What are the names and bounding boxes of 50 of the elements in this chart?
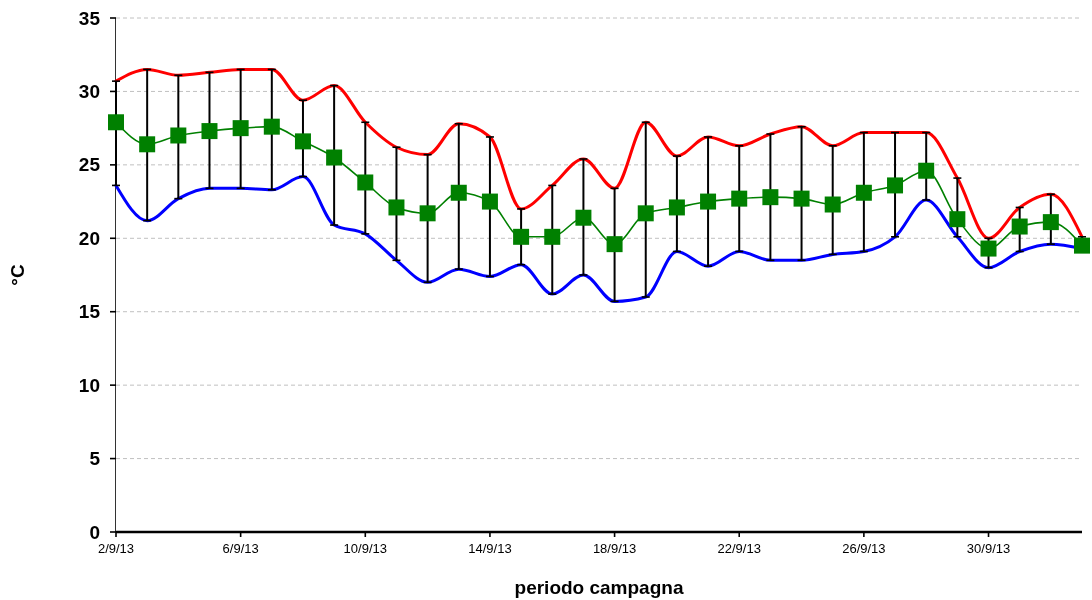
x-tick-label: 30/9/13 [966,541,1011,556]
point [731,190,748,207]
point [139,136,156,153]
point [700,193,717,210]
y-axis-title: °C [7,264,28,286]
point [232,120,249,137]
point [606,236,623,253]
point [762,189,779,206]
y-tick-label: 35 [78,7,101,29]
x-tick-label: 10/9/13 [343,541,387,556]
point [793,190,810,207]
y-tick-label: 5 [89,448,101,470]
point [824,196,841,213]
point [108,114,124,131]
point [481,193,498,210]
point [855,184,872,201]
point [918,162,935,179]
point [1074,237,1090,254]
y-tick-label: 15 [78,301,101,323]
x-tick-label: 14/9/13 [468,541,512,556]
point [513,228,530,245]
x-tick-label: 22/9/13 [717,541,761,556]
point [668,199,685,216]
point [326,149,343,166]
x-tick-label: 6/9/13 [222,541,259,556]
y-tick-label: 25 [78,154,101,176]
point [1042,214,1059,231]
point [450,184,467,201]
point [263,118,280,135]
point [544,228,561,245]
y-tick-label: 30 [78,80,100,102]
point [575,209,592,226]
point [419,205,436,222]
point [357,174,374,191]
point [294,133,311,150]
point [980,240,997,257]
point [201,123,218,140]
y-tick-label: 20 [78,227,100,249]
x-tick-label: 2/9/13 [97,541,135,556]
y-tick-label: 0 [89,521,100,543]
point [887,177,904,194]
x-tick-label: 18/9/13 [592,541,637,556]
point [388,199,405,216]
point [1011,218,1028,235]
x-tick-label: 26/9/13 [842,541,886,556]
x-axis-title: periodo campagna [514,577,684,598]
y-tick-label: 10 [78,374,100,396]
point [949,211,966,228]
point [637,205,654,222]
point [170,127,187,144]
